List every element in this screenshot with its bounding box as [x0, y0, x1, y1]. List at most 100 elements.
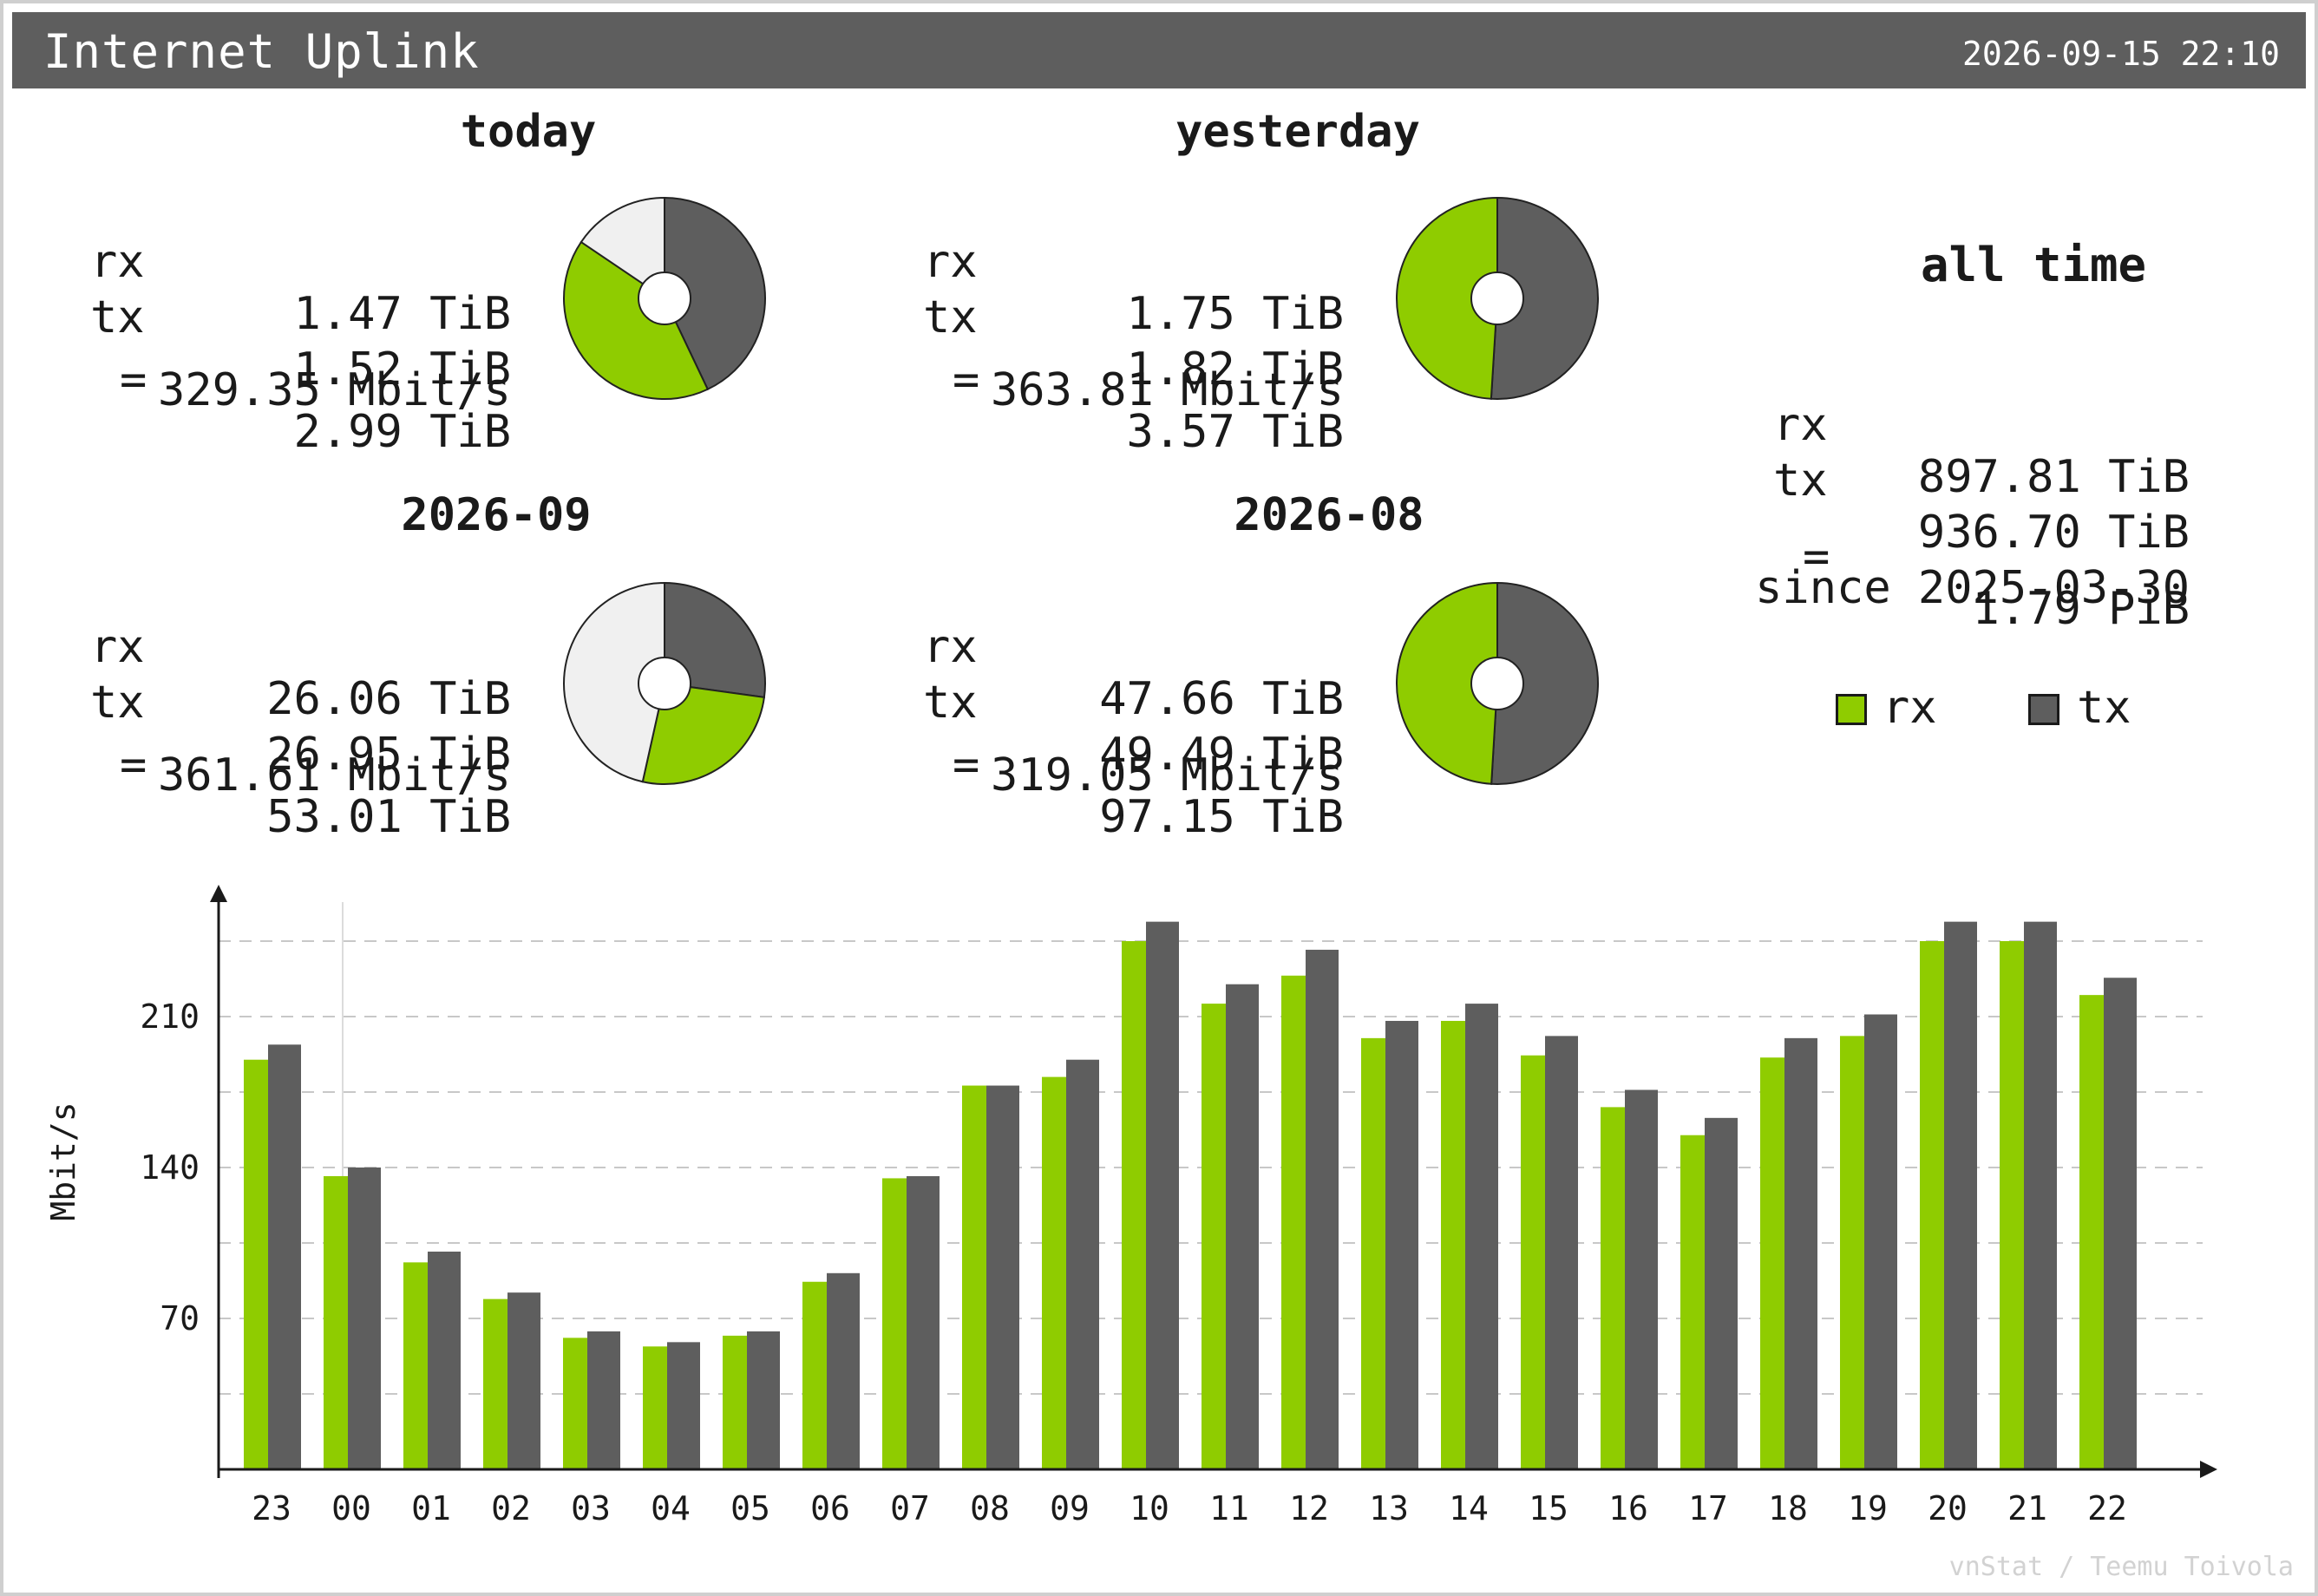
x-tick-label: 06: [810, 1489, 850, 1527]
summary-row-tx: tx 26.95 TiB: [90, 625, 511, 833]
pie-center-hole: [638, 657, 691, 710]
y-axis-arrow: [210, 885, 227, 902]
x-tick-label: 03: [571, 1489, 611, 1527]
x-axis-arrow: [2200, 1461, 2217, 1478]
bar-rx-21: [2000, 941, 2024, 1469]
generated-timestamp: 2026-09-15 22:10: [1961, 35, 2280, 73]
total-value: 1.79 PiB: [1972, 583, 2190, 635]
tx-value: 1.52 TiB: [293, 343, 511, 396]
bar-rx-14: [1441, 1020, 1465, 1469]
legend-rx-swatch: [1836, 694, 1867, 725]
x-tick-label: 23: [252, 1489, 291, 1527]
summary-row-total: = 97.15 TiB: [923, 687, 1344, 895]
tx-value: 936.70 TiB: [1917, 507, 2190, 559]
interface-title: Internet Uplink: [43, 24, 480, 79]
summary-row-rx: rx 47.66 TiB: [923, 569, 1344, 777]
bar-rx-20: [1920, 941, 1944, 1469]
bar-rx-10: [1122, 941, 1146, 1469]
bar-tx-22: [2104, 978, 2137, 1469]
pie-center-hole: [1470, 657, 1524, 710]
bar-tx-20: [1944, 921, 1977, 1469]
pie-slice-tx: [664, 581, 766, 699]
x-tick-label: 07: [890, 1489, 930, 1527]
bar-rx-23: [244, 1059, 268, 1469]
legend-tx-swatch: [2028, 694, 2059, 725]
summary-title-yesterday: yesterday: [1175, 106, 1420, 158]
bar-tx-06: [827, 1272, 860, 1469]
tx-label: tx: [923, 291, 978, 343]
bar-rx-12: [1281, 975, 1306, 1469]
bar-rx-07: [882, 1178, 907, 1469]
all-time-title: all time: [1920, 238, 2147, 292]
equals-label: =: [953, 739, 980, 791]
x-tick-label: 17: [1688, 1489, 1728, 1527]
bar-tx-14: [1465, 1004, 1498, 1469]
equals-label: =: [953, 354, 980, 406]
bar-tx-01: [428, 1251, 461, 1469]
tx-label: tx: [90, 291, 145, 343]
rx-value: 26.06 TiB: [266, 673, 511, 725]
total-value: 3.57 TiB: [1126, 406, 1344, 458]
x-tick-label: 11: [1209, 1489, 1249, 1527]
y-tick-label: 140: [140, 1148, 200, 1187]
tx-label: tx: [923, 677, 978, 729]
rx-label: rx: [923, 236, 978, 288]
summary-row-rx: rx 1.47 TiB: [90, 184, 511, 392]
tx-label: tx: [1773, 455, 1828, 507]
y-tick-label: 210: [140, 998, 200, 1036]
summary-row-total: = 3.57 TiB: [923, 302, 1344, 510]
bar-tx-02: [507, 1292, 540, 1469]
x-tick-label: 14: [1449, 1489, 1489, 1527]
bar-rx-06: [802, 1281, 827, 1469]
summary-row-rx: rx 1.75 TiB: [923, 184, 1344, 392]
x-tick-label: 02: [491, 1489, 531, 1527]
bar-rx-18: [1760, 1057, 1784, 1469]
hourly-bar-chart: 23 00 01 02 03 04 05 06 07 08 09 10 11 12 13 14 15 16 17 18…: [44, 885, 2217, 1527]
rx-label: rx: [90, 621, 145, 673]
bar-rx-00: [324, 1175, 348, 1469]
bar-rx-03: [563, 1338, 587, 1469]
rx-value: 1.47 TiB: [293, 288, 511, 340]
equals-label: =: [120, 739, 147, 791]
pie-slice-rx: [563, 240, 710, 400]
x-tick-label: 05: [730, 1489, 770, 1527]
x-tick-label: 01: [411, 1489, 451, 1527]
tx-value: 26.95 TiB: [266, 729, 511, 781]
bar-rx-05: [723, 1335, 747, 1469]
bar-rx-17: [1680, 1135, 1705, 1469]
legend-tx-label: tx: [2077, 682, 2131, 734]
bar-rx-09: [1042, 1076, 1066, 1469]
summary-rate: 329.35 Mbit/s: [158, 364, 511, 416]
all-time-row-total: = 1.79 PiB: [1773, 479, 2190, 687]
rx-value: 1.75 TiB: [1126, 288, 1344, 340]
summary-pie-yesterday: [1396, 196, 1599, 400]
pie-slice-tx: [1490, 581, 1599, 785]
bar-tx-08: [986, 1085, 1019, 1469]
summary-row-tx: tx 49.49 TiB: [923, 625, 1344, 833]
rx-label: rx: [1773, 399, 1828, 451]
pie-slice-tx: [664, 196, 766, 391]
bar-rx-01: [403, 1262, 428, 1469]
y-axis-label: Mbit/s: [44, 1102, 82, 1220]
pie-slice-remaining: [563, 581, 665, 783]
x-tick-label: 13: [1369, 1489, 1409, 1527]
bar-tx-07: [907, 1175, 940, 1469]
summary-pie-month: [563, 581, 766, 785]
bar-tx-09: [1066, 1059, 1099, 1469]
rx-label: rx: [923, 621, 978, 673]
equals-label: =: [120, 354, 147, 406]
summary-row-total: = 2.99 TiB: [90, 302, 511, 510]
bar-rx-02: [483, 1298, 507, 1469]
bar-tx-05: [747, 1331, 780, 1469]
bar-tx-15: [1545, 1036, 1578, 1469]
x-tick-label: 00: [331, 1489, 371, 1527]
bar-tx-03: [587, 1331, 620, 1469]
bar-tx-21: [2024, 921, 2057, 1469]
summary-row-tx: tx 1.52 TiB: [90, 239, 511, 448]
rx-value: 47.66 TiB: [1099, 673, 1344, 725]
bar-tx-18: [1784, 1037, 1817, 1469]
bar-tx-23: [268, 1044, 301, 1469]
summary-pie-today: [563, 196, 766, 400]
bar-tx-10: [1146, 921, 1179, 1469]
